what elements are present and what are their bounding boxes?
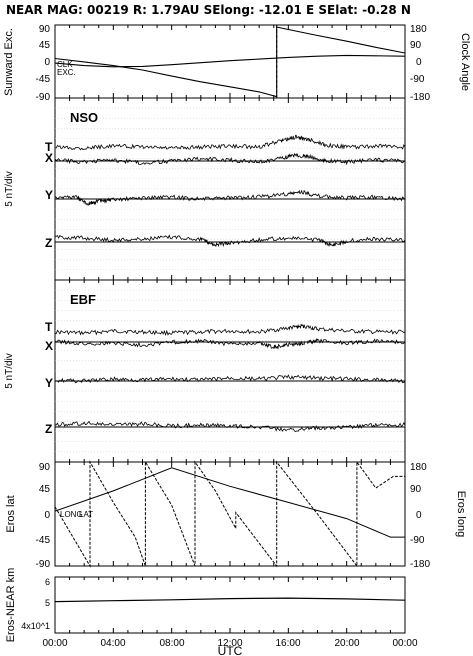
tick-label: 45 [39, 40, 51, 51]
ebf-label-y: Y [45, 376, 53, 390]
tick-label: 180 [410, 24, 427, 35]
nso-label-t: T [45, 140, 53, 154]
ebf-label-z: Z [45, 422, 52, 436]
tick-label: -180 [410, 559, 430, 570]
tick-label: -45 [36, 535, 51, 546]
x-tick-label: 16:00 [275, 638, 300, 649]
trace-z [54, 420, 406, 432]
tick-label: 90 [410, 40, 422, 51]
ebf-panel-label: EBF [70, 292, 96, 307]
trace-x [54, 337, 406, 350]
tick-label: -45 [36, 74, 51, 85]
trace-z [54, 234, 406, 248]
panel-eros-distance-frame [54, 576, 406, 634]
trace-y [54, 374, 406, 384]
ebf-label-x: X [45, 339, 53, 353]
eros-long-axis-label: Eros long [455, 491, 467, 537]
tick-label: 4x10^1 [21, 621, 50, 631]
nso-label-x: X [45, 151, 53, 165]
x-tick-label: 20:00 [334, 638, 359, 649]
nso-axis-label: 5 nT/div [4, 171, 15, 207]
tick-label: 90 [39, 462, 51, 473]
x-tick-label: 00:00 [392, 638, 417, 649]
tick-label: -180 [410, 92, 430, 103]
tick-label: -90 [36, 92, 51, 103]
series-line-lat [54, 467, 405, 538]
panel-eros-angles-frame [54, 461, 406, 567]
tick-label: 90 [39, 24, 51, 35]
chart-marks [54, 25, 406, 633]
nso-panel-label: NSO [70, 110, 98, 125]
clock-angle-axis-label: Clock Angle [459, 33, 471, 91]
nso-label-z: Z [45, 236, 52, 250]
x-tick-label: 08:00 [159, 638, 184, 649]
tick-label: -90 [410, 535, 425, 546]
tick-label: 0 [44, 510, 50, 521]
tick-label: -90 [36, 559, 51, 570]
tick-label: 0 [416, 510, 422, 521]
series-label-exc: EXC. [57, 68, 76, 77]
tick-label: 5 [45, 598, 50, 608]
series-label-lat: LAT [79, 510, 93, 519]
trace-t [54, 134, 406, 151]
eros-lat-axis-label: Eros lat [5, 495, 17, 532]
tick-label: 90 [410, 484, 422, 495]
eros-near-axis-label: Eros-NEAR km [5, 568, 17, 643]
trace-x [54, 152, 406, 166]
tick-label: 6 [45, 577, 50, 587]
trace-t [54, 323, 406, 336]
tick-label: 180 [410, 462, 427, 473]
tick-label: -90 [410, 74, 425, 85]
trace-y [54, 189, 406, 206]
series-line-long [54, 460, 405, 568]
nso-label-y: Y [45, 188, 53, 202]
x-tick-label: 00:00 [42, 638, 67, 649]
ebf-axis-label: 5 nT/div [4, 353, 15, 389]
tick-label: 45 [39, 484, 51, 495]
sunward-axis-label: Sunward Exc. [3, 28, 15, 96]
series-line-clk [54, 26, 406, 98]
series-line-exc [54, 54, 406, 68]
series-label-long: LONG [60, 510, 83, 519]
x-tick-label: 04:00 [100, 638, 125, 649]
page-title: NEAR MAG: 00219 R: 1.79AU SElong: -12.01… [6, 3, 411, 17]
tick-label: 0 [416, 57, 422, 68]
tick-label: 0 [44, 57, 50, 68]
ebf-label-t: T [45, 320, 53, 334]
distance-line [54, 597, 406, 603]
x-tick-label: 12:00 [217, 638, 242, 649]
x-axis-label: UTC [218, 644, 243, 656]
